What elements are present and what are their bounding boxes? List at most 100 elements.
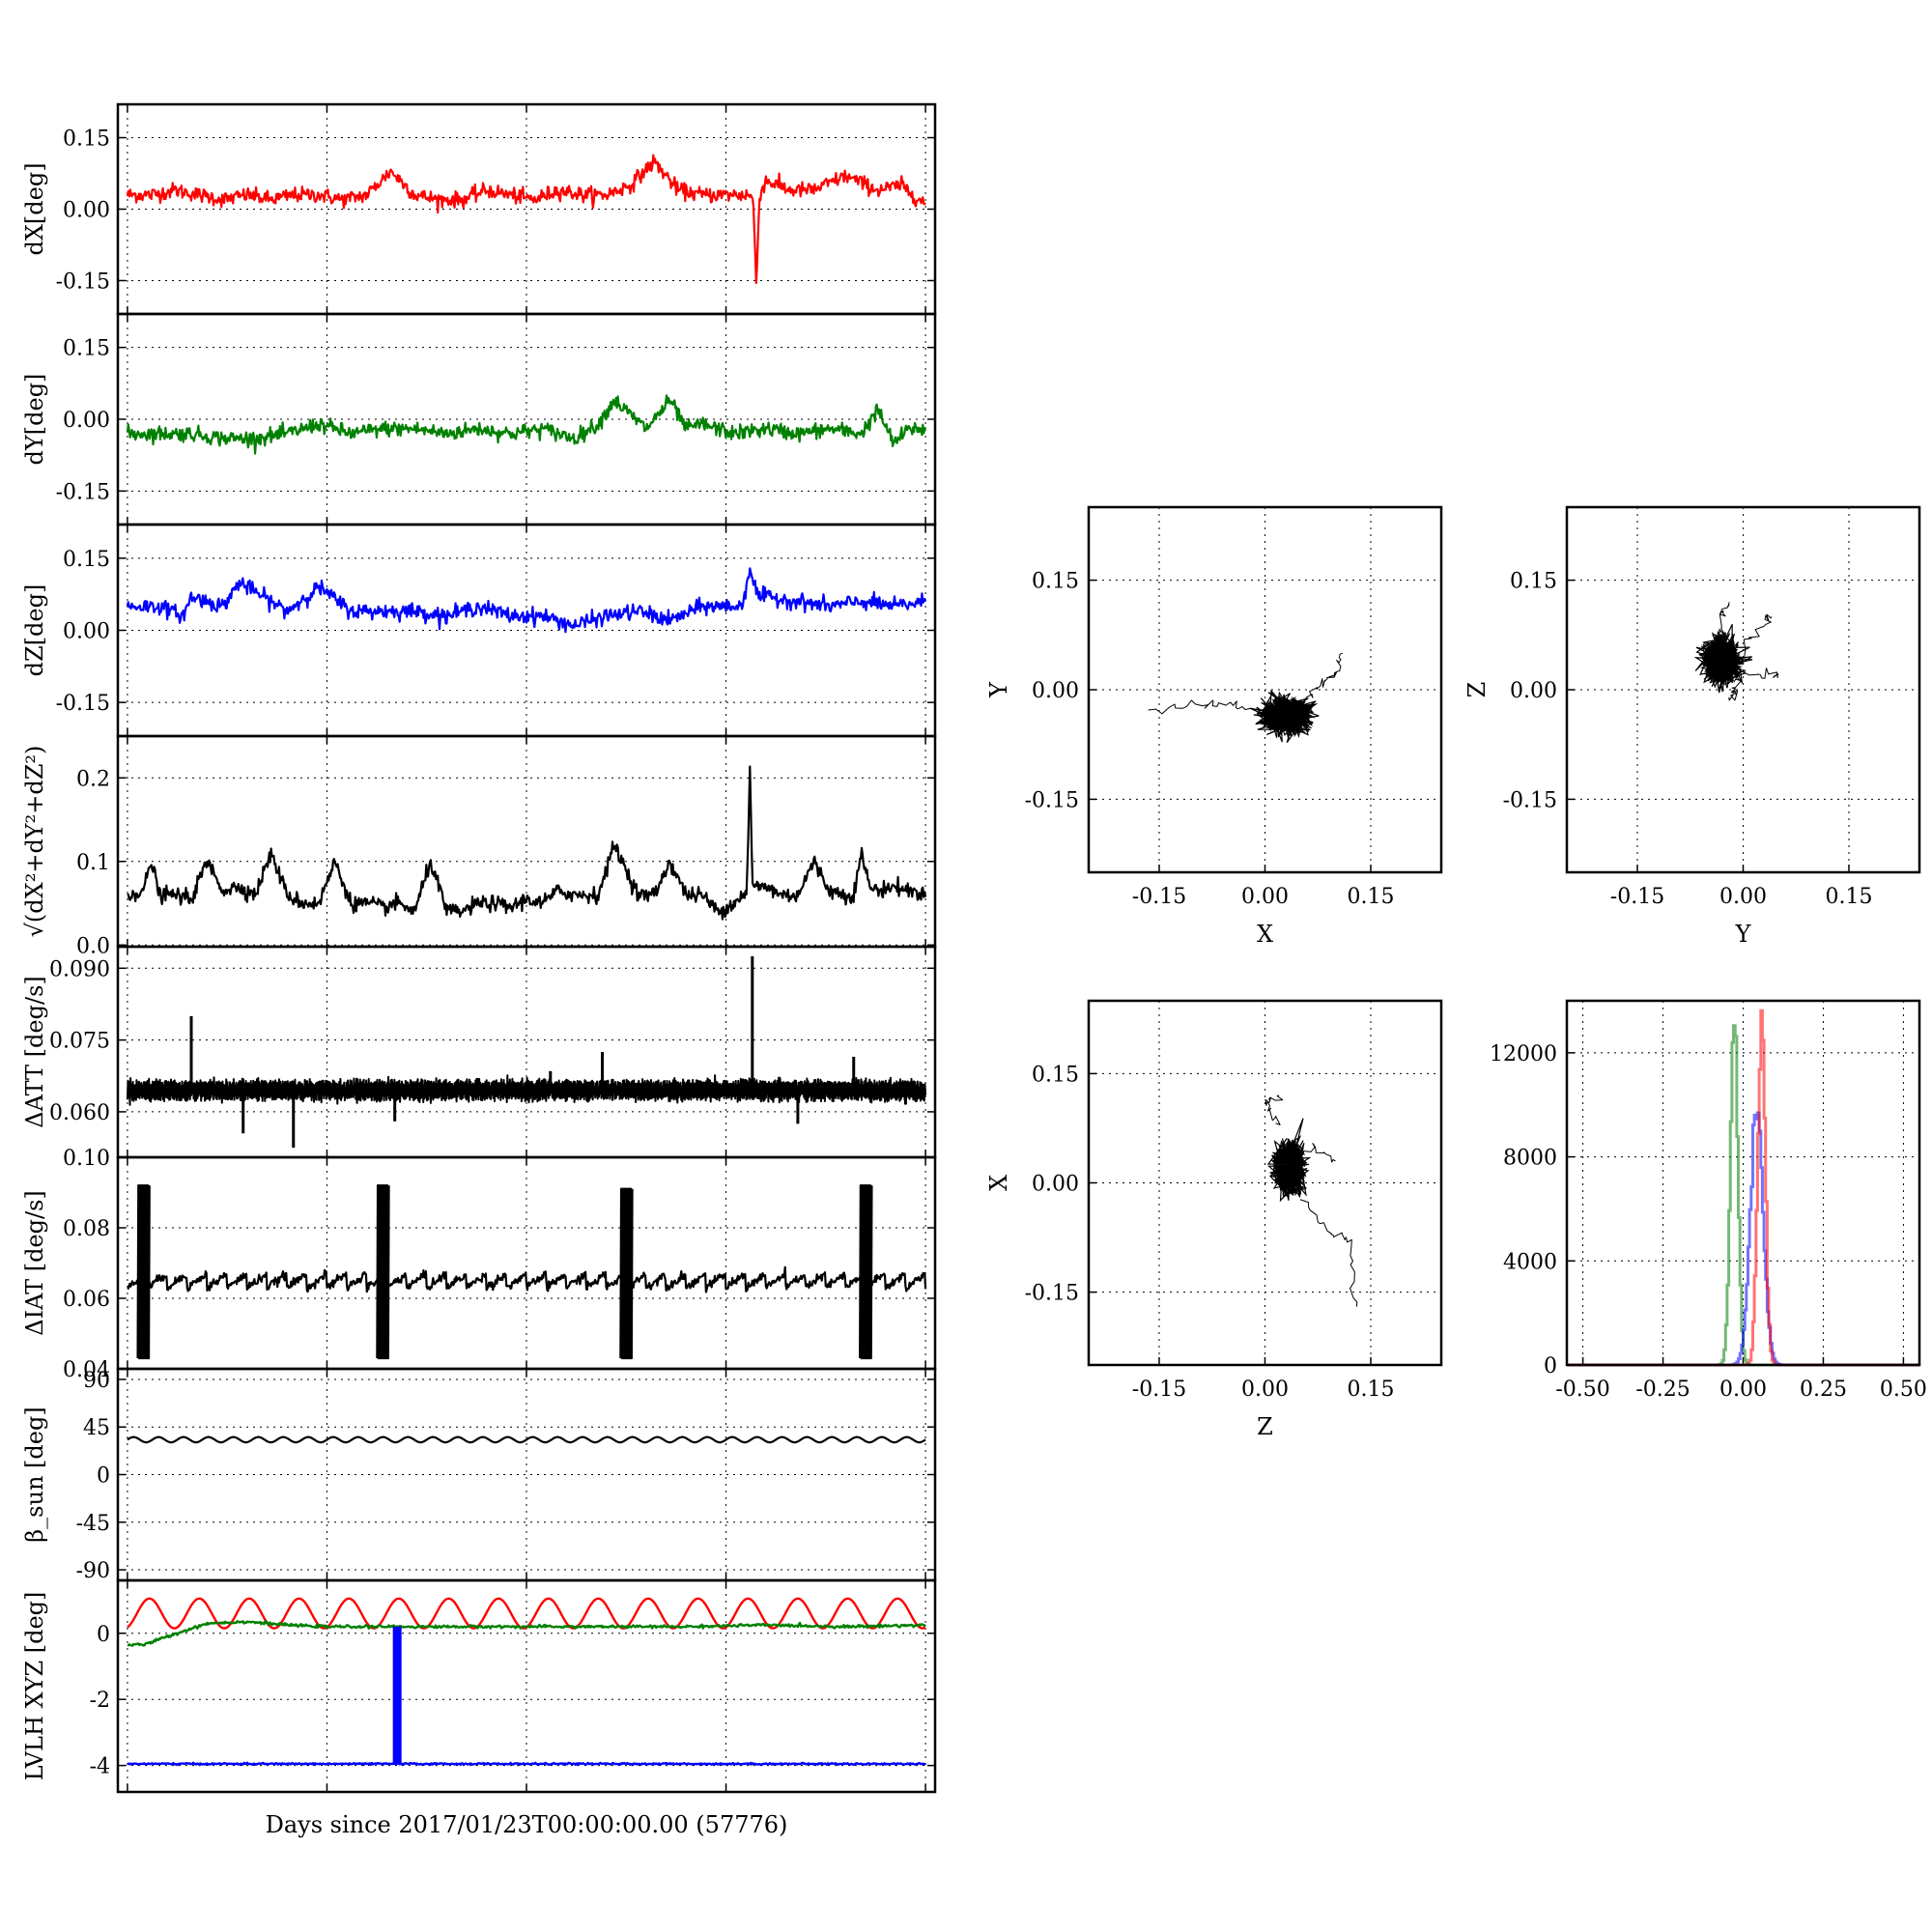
x-tick-label: 0.50 — [1880, 1378, 1927, 1402]
y-axis-label: ΔATT [deg/s] — [21, 976, 48, 1128]
y-tick-label: 90 — [83, 1369, 110, 1393]
panel-frame — [116, 945, 937, 1159]
series-line-dIAT — [127, 1265, 927, 1293]
y-tick-label: 0 — [97, 1464, 110, 1489]
y-tick-label: 0.00 — [1032, 679, 1079, 703]
panel-norm: 0.2 0.1 0.0 √(dX²+dY²+dZ²) — [21, 734, 937, 958]
y-tick-label: 4000 — [1503, 1250, 1557, 1274]
y-tick-label: 0 — [97, 1623, 110, 1647]
oscillation-burst — [859, 1183, 873, 1360]
panel-frame — [1087, 505, 1443, 874]
scatter-trail — [1728, 672, 1742, 701]
y-tick-label: 0.15 — [63, 337, 110, 361]
y-axis-label: X — [985, 1175, 1012, 1191]
scatter-trail — [1264, 1094, 1284, 1125]
panel-frame — [1565, 999, 1921, 1367]
y-tick-label: 0.0 — [76, 934, 110, 958]
series-line-norm — [127, 765, 927, 921]
x-tick-label: 0.00 — [1241, 885, 1289, 909]
series-line-dATT — [126, 1074, 927, 1106]
x-axis-label: X — [1257, 921, 1273, 948]
series-line-dZ — [126, 567, 927, 634]
y-tick-label: 0.00 — [63, 199, 110, 223]
y-tick-label: 0.15 — [1032, 570, 1079, 594]
y-axis-label: Z — [1463, 682, 1491, 698]
panel-frame — [1565, 505, 1921, 874]
y-tick-label: -45 — [76, 1512, 110, 1536]
y-tick-label: -4 — [90, 1755, 110, 1779]
x-tick-label: -0.50 — [1555, 1378, 1609, 1402]
x-tick-label: 0.15 — [1826, 885, 1873, 909]
y-tick-label: 0.060 — [49, 1101, 110, 1125]
scatter-trail — [1293, 1143, 1336, 1163]
series-line-beta — [127, 1435, 926, 1444]
y-tick-label: 0.15 — [1032, 1063, 1079, 1087]
x-tick-label: -0.15 — [1132, 1378, 1186, 1402]
y-axis-label: dX[deg] — [21, 162, 48, 255]
x-tick-label: 0.00 — [1241, 1378, 1289, 1402]
panel-frame — [116, 1578, 937, 1794]
scatter-XY: -0.15 -0.15 0.00 0.00 0.15 0.15 X Y — [985, 505, 1443, 948]
y-axis-label: √(dX²+dY²+dZ²) — [21, 746, 48, 938]
y-axis-label: dY[deg] — [21, 374, 48, 466]
y-tick-label: 12000 — [1490, 1042, 1557, 1066]
panel-lvlh: 0 -2 -4 LVLH XYZ [deg] — [21, 1578, 937, 1794]
y-axis-label: Y — [985, 681, 1012, 698]
panel-beta: 90 45 0 -45 -90 β_sun [deg] — [21, 1367, 937, 1583]
y-tick-label: -0.15 — [56, 270, 110, 294]
y-tick-label: 0.06 — [63, 1288, 110, 1312]
series-line-blue — [127, 1761, 926, 1767]
panel-dZ: 0.15 0.00 -0.15 dZ[deg] — [21, 523, 937, 738]
oscillation-burst — [136, 1183, 151, 1360]
histogram: -0.50 -0.25 0.00 0.25 0.50 12000 8000 4000 0 — [1490, 999, 1927, 1402]
series-line-red — [127, 1597, 926, 1630]
y-tick-label: 0 — [1544, 1354, 1557, 1378]
y-tick-label: 0.15 — [63, 548, 110, 572]
x-tick-label: 0.00 — [1719, 885, 1767, 909]
oscillation-burst — [376, 1183, 390, 1360]
x-tick-label: -0.25 — [1635, 1378, 1690, 1402]
y-tick-label: 0.10 — [63, 1147, 110, 1171]
panel-dX: 0.15 0.00 -0.15 dX[deg] — [21, 102, 937, 316]
series-line-green — [127, 1620, 926, 1647]
histogram-red — [1567, 1009, 1919, 1367]
x-axis-label: Y — [1735, 921, 1752, 948]
x-axis-label: Z — [1257, 1413, 1273, 1440]
y-tick-label: 45 — [83, 1416, 110, 1440]
y-tick-label: 0.15 — [1510, 570, 1557, 594]
x-tick-label: 0.00 — [1719, 1378, 1767, 1402]
y-tick-label: 0.00 — [63, 620, 110, 644]
scatter-trail — [1148, 699, 1265, 715]
scatter-trail — [1300, 652, 1343, 706]
scatter-cloud — [1249, 689, 1320, 743]
x-tick-label: 0.15 — [1348, 1378, 1395, 1402]
series-line-dX — [126, 154, 926, 285]
scatter-cloud — [1266, 1118, 1312, 1203]
panel-frame — [116, 1155, 937, 1371]
y-tick-label: 0.08 — [63, 1217, 110, 1241]
panel-dY: 0.15 0.00 -0.15 dY[deg] — [21, 312, 937, 526]
scatter-ZX: -0.15 -0.15 0.00 0.00 0.15 0.15 Z X — [985, 999, 1443, 1440]
panel-frame — [1087, 999, 1443, 1367]
y-tick-label: 0.1 — [76, 851, 110, 875]
scatter-trail — [1719, 602, 1730, 655]
panel-dIAT: 0.10 0.08 0.06 0.04 ΔIAT [deg/s] — [21, 1147, 937, 1382]
y-axis-label: β_sun [deg] — [21, 1406, 48, 1542]
x-tick-label: -0.15 — [1132, 885, 1186, 909]
y-tick-label: 0.00 — [1510, 679, 1557, 703]
x-tick-label: -0.15 — [1610, 885, 1664, 909]
y-axis-label: LVLH XYZ [deg] — [21, 1592, 48, 1781]
y-tick-label: 0.00 — [1032, 1173, 1079, 1197]
y-tick-label: 8000 — [1503, 1147, 1557, 1171]
y-tick-label: 0.00 — [63, 409, 110, 433]
x-tick-label: 0.15 — [1348, 885, 1395, 909]
y-tick-label: -0.15 — [56, 692, 110, 716]
series-line-dY — [126, 394, 927, 455]
y-tick-label: 0.090 — [49, 957, 110, 981]
y-tick-label: 0.15 — [63, 128, 110, 152]
y-tick-label: 0.075 — [49, 1030, 110, 1054]
scatter-trail — [1734, 668, 1779, 679]
scatter-YZ: -0.15 -0.15 0.00 0.00 0.15 0.15 Y Z — [1463, 505, 1921, 948]
